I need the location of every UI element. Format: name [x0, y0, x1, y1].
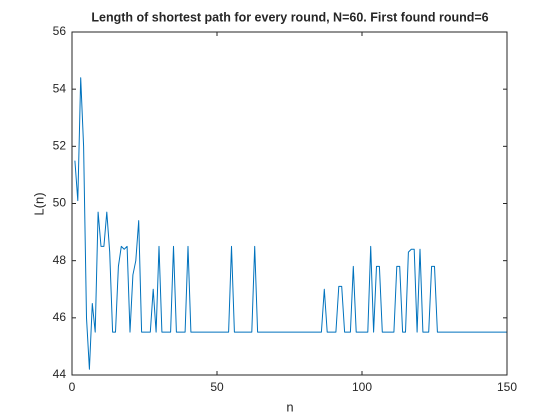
x-tick-label: 100: [352, 380, 372, 394]
y-tick-label: 50: [53, 196, 67, 210]
plot-area: [72, 32, 507, 375]
x-tick-label: 150: [497, 380, 517, 394]
y-tick-label: 44: [53, 367, 67, 381]
x-tick-label: 50: [210, 380, 224, 394]
y-tick-label: 54: [53, 81, 67, 95]
x-axis-label: n: [286, 399, 293, 414]
axes-box: [71, 31, 508, 376]
x-tick-label: 0: [69, 380, 76, 394]
data-line: [74, 77, 507, 370]
y-tick-label: 56: [53, 24, 67, 38]
y-axis-label: L(n): [31, 192, 46, 215]
y-tick-label: 52: [53, 139, 67, 153]
chart-title: Length of shortest path for every round,…: [91, 10, 488, 24]
y-tick-label: 48: [53, 253, 67, 267]
y-tick-label: 46: [53, 310, 67, 324]
